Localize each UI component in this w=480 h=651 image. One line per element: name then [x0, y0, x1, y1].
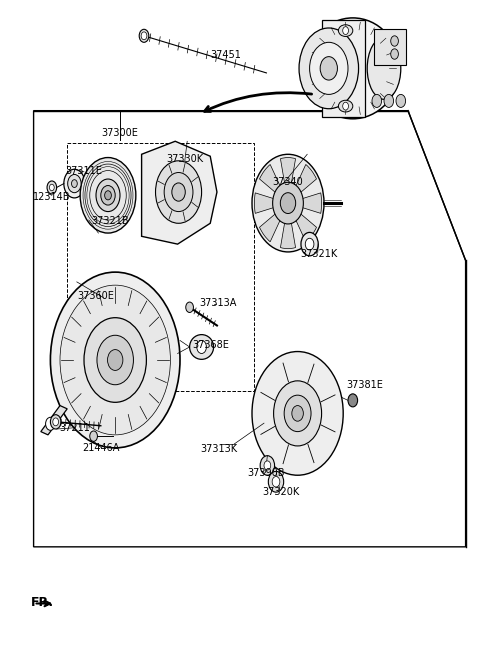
Circle shape	[301, 232, 318, 256]
Wedge shape	[280, 203, 296, 249]
Circle shape	[186, 302, 193, 312]
Ellipse shape	[190, 335, 214, 359]
Polygon shape	[41, 406, 67, 435]
Circle shape	[343, 102, 348, 110]
Circle shape	[108, 350, 123, 370]
Text: 37340: 37340	[273, 177, 303, 187]
Circle shape	[68, 174, 81, 193]
Text: 37451: 37451	[210, 50, 241, 61]
Circle shape	[343, 27, 348, 35]
Circle shape	[372, 94, 382, 107]
Circle shape	[252, 352, 343, 475]
Circle shape	[50, 272, 180, 448]
Wedge shape	[288, 203, 316, 242]
Circle shape	[90, 171, 126, 220]
Circle shape	[384, 94, 394, 107]
Text: 37313A: 37313A	[200, 298, 237, 308]
Circle shape	[49, 184, 54, 191]
Circle shape	[84, 318, 146, 402]
Circle shape	[396, 94, 406, 107]
Circle shape	[139, 29, 149, 42]
Circle shape	[90, 431, 97, 441]
Text: 37390B: 37390B	[248, 468, 285, 478]
Circle shape	[320, 57, 337, 80]
Circle shape	[272, 477, 280, 487]
Text: 37300E: 37300E	[102, 128, 138, 139]
Ellipse shape	[306, 18, 399, 118]
Text: 37320K: 37320K	[262, 486, 300, 497]
Circle shape	[264, 461, 271, 470]
Circle shape	[53, 418, 59, 426]
Polygon shape	[34, 111, 466, 547]
Text: FR.: FR.	[31, 596, 54, 609]
Ellipse shape	[367, 37, 401, 100]
Circle shape	[348, 394, 358, 407]
Circle shape	[164, 173, 193, 212]
Wedge shape	[280, 158, 296, 203]
Text: 21446A: 21446A	[82, 443, 120, 453]
Circle shape	[101, 186, 115, 205]
Text: 37360E: 37360E	[78, 291, 114, 301]
Circle shape	[46, 417, 55, 430]
Circle shape	[50, 415, 61, 429]
Wedge shape	[254, 193, 288, 214]
Circle shape	[268, 471, 284, 492]
Text: 37311E: 37311E	[66, 165, 102, 176]
Circle shape	[60, 285, 170, 435]
Circle shape	[64, 169, 85, 198]
Text: 37368E: 37368E	[193, 340, 229, 350]
Circle shape	[172, 183, 185, 201]
Circle shape	[305, 238, 314, 250]
Circle shape	[391, 36, 398, 46]
Circle shape	[141, 32, 147, 40]
Wedge shape	[260, 203, 288, 242]
Circle shape	[260, 456, 275, 475]
Wedge shape	[288, 165, 316, 203]
Wedge shape	[260, 165, 288, 203]
Circle shape	[80, 158, 136, 233]
Text: 37211: 37211	[59, 423, 90, 434]
Circle shape	[292, 406, 303, 421]
Circle shape	[273, 182, 303, 224]
Circle shape	[310, 42, 348, 94]
Ellipse shape	[338, 25, 353, 36]
Circle shape	[85, 164, 131, 227]
Wedge shape	[288, 193, 322, 214]
Text: 37381E: 37381E	[347, 380, 383, 391]
Text: 37313K: 37313K	[200, 444, 237, 454]
Circle shape	[47, 181, 57, 194]
FancyBboxPatch shape	[374, 29, 406, 65]
Circle shape	[284, 395, 311, 432]
Text: 37321B: 37321B	[92, 216, 129, 227]
Circle shape	[96, 179, 120, 212]
Circle shape	[72, 180, 77, 187]
Circle shape	[197, 340, 206, 353]
Text: 37321K: 37321K	[300, 249, 338, 259]
Circle shape	[274, 381, 322, 446]
Ellipse shape	[338, 100, 353, 112]
Circle shape	[156, 161, 202, 223]
Circle shape	[391, 49, 398, 59]
Circle shape	[299, 28, 359, 109]
Text: 37330K: 37330K	[166, 154, 204, 165]
Circle shape	[97, 335, 133, 385]
Text: 12314B: 12314B	[33, 191, 71, 202]
Polygon shape	[142, 141, 217, 244]
Circle shape	[252, 154, 324, 252]
Polygon shape	[322, 20, 365, 117]
Circle shape	[280, 193, 296, 214]
Circle shape	[105, 191, 111, 200]
